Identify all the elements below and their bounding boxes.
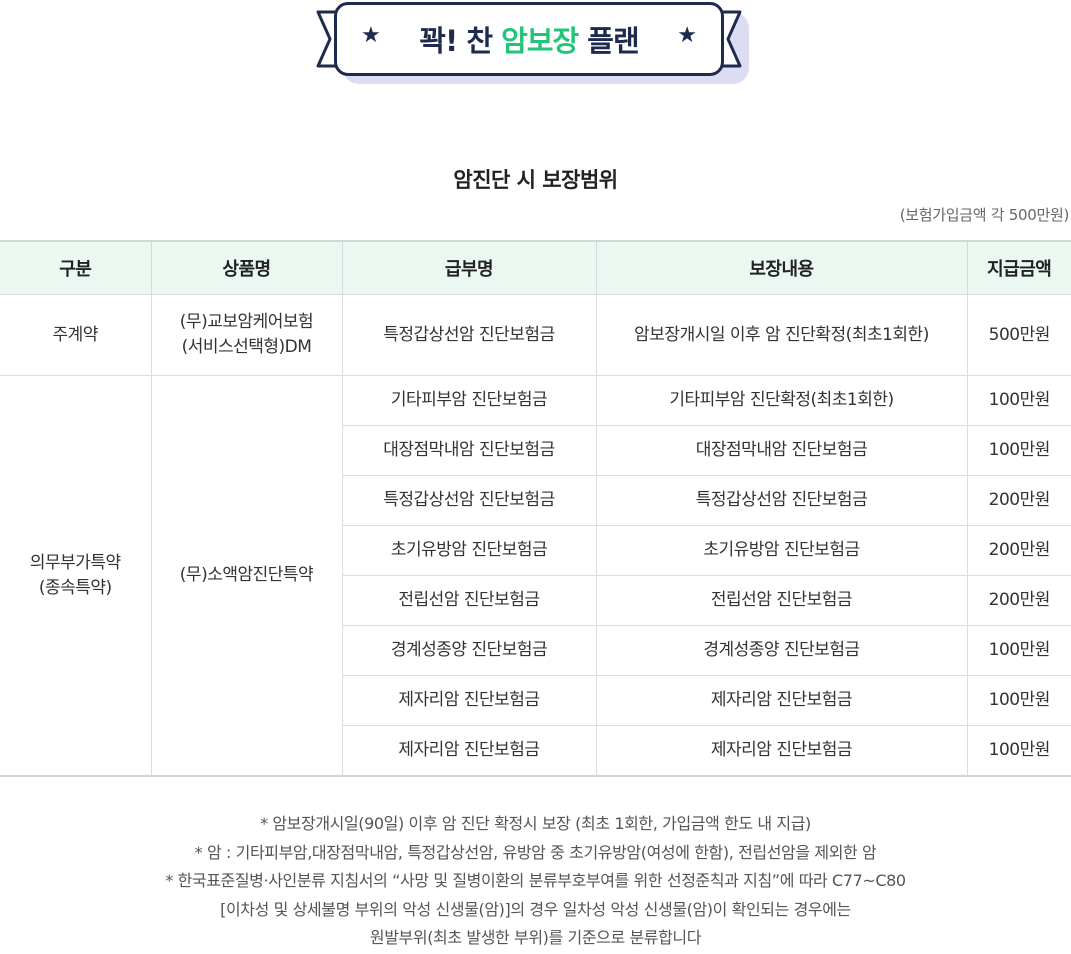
category-line: 의무부가특약 [29,552,121,573]
table-header-row: 구분 상품명 급부명 보장내용 지급금액 [0,240,1071,295]
table-row: 의무부가특약 (종속특약) (무)소액암진단특약 기타피부암 진단보험금 기타피부… [0,375,1071,777]
section-title: 암진단 시 보장범위 [453,168,618,192]
table-row: 초기유방암 진단보험금 초기유방암 진단보험금 200만원 [0,525,1071,576]
coverage-cell: 초기유방암 진단보험금 [595,525,967,576]
header-coverage: 보장내용 [595,240,967,295]
footnote-line: * 한국표준질병·사인분류 지침서의 “사망 및 질병이환의 분류부호부여를 위… [165,871,906,890]
benefit-cell: 경계성종양 진단보험금 [341,625,596,676]
benefit-cell: 제자리암 진단보험금 [341,675,596,726]
footnote-line: * 암보장개시일(90일) 이후 암 진단 확정시 보장 (최초 1회한, 가입… [260,814,811,833]
header-category: 구분 [0,240,151,295]
benefit-cell: 기타피부암 진단보험금 [341,375,596,426]
table-row: 주계약 (무)교보암케어보험 (서비스선택형)DM 특정갑상선암 진단보험금 암보… [0,294,1071,376]
amount-cell: 200만원 [966,525,1071,576]
category-cell: 주계약 [0,294,151,376]
coverage-cell: 제자리암 진단보험금 [595,675,967,726]
header-benefit: 급부명 [341,240,596,295]
benefit-cell: 대장점막내암 진단보험금 [341,425,596,476]
unit-note: (보험가입금액 각 500만원) [899,206,1070,224]
coverage-cell: 제자리암 진단보험금 [595,725,967,777]
amount-cell: 100만원 [966,675,1071,726]
benefit-cell: 전립선암 진단보험금 [341,575,596,626]
banner-title-part1: 꽉! 찬 [419,24,502,58]
banner-title-part2: 플랜 [578,24,639,58]
category-line: (종속특약) [38,577,112,598]
plan-banner: ★ 꽉! 찬 암보장 플랜 ★ [334,2,724,76]
amount-cell: 100만원 [966,425,1071,476]
product-cell: (무)소액암진단특약 [150,375,342,777]
benefit-cell: 제자리암 진단보험금 [341,725,596,777]
banner-title: 꽉! 찬 암보장 플랜 [419,18,639,60]
product-line: (서비스선택형)DM [181,337,312,357]
star-icon: ★ [677,23,697,48]
product-line: (무)교보암케어보험 [179,312,314,333]
footnote-line: 원발부위(최초 발생한 부위)를 기준으로 분류합니다 [369,928,702,947]
table-row: 경계성종양 진단보험금 경계성종양 진단보험금 100만원 [0,625,1071,676]
amount-cell: 100만원 [966,625,1071,676]
header-amount: 지급금액 [966,240,1071,295]
coverage-cell: 특정갑상선암 진단보험금 [595,475,967,526]
table-row: 전립선암 진단보험금 전립선암 진단보험금 200만원 [0,575,1071,626]
amount-cell: 100만원 [966,375,1071,426]
benefit-cell: 특정갑상선암 진단보험금 [341,294,596,376]
category-cell: 의무부가특약 (종속특약) [0,375,151,777]
coverage-cell: 경계성종양 진단보험금 [595,625,967,676]
coverage-table: 구분 상품명 급부명 보장내용 지급금액 주계약 (무)교보암케어보험 (서비스선… [0,240,1071,777]
benefit-cell: 초기유방암 진단보험금 [341,525,596,576]
product-cell: (무)교보암케어보험 (서비스선택형)DM [150,294,342,376]
amount-cell: 100만원 [966,725,1071,777]
amount-cell: 200만원 [966,575,1071,626]
benefit-cell: 특정갑상선암 진단보험금 [341,475,596,526]
banner-title-highlight: 암보장 [501,24,579,58]
amount-cell: 200만원 [966,475,1071,526]
table-row: 제자리암 진단보험금 제자리암 진단보험금 100만원 [0,675,1071,726]
header-product: 상품명 [150,240,342,295]
coverage-cell: 기타피부암 진단확정(최초1회한) [595,375,967,426]
table-row: 대장점막내암 진단보험금 대장점막내암 진단보험금 100만원 [0,425,1071,476]
amount-cell: 500만원 [966,294,1071,376]
coverage-cell: 암보장개시일 이후 암 진단확정(최초1회한) [595,294,967,376]
footnotes: * 암보장개시일(90일) 이후 암 진단 확정시 보장 (최초 1회한, 가입… [0,810,1071,953]
footnote-line: * 암 : 기타피부암,대장점막내암, 특정갑상선암, 유방암 중 초기유방암(… [194,842,877,862]
table-row: 특정갑상선암 진단보험금 특정갑상선암 진단보험금 200만원 [0,475,1071,526]
footnote-line: [이차성 및 상세불명 부위의 악성 신생물(암)]의 경우 일차성 악성 신생… [220,899,851,919]
star-icon: ★ [361,23,381,48]
coverage-cell: 대장점막내암 진단보험금 [595,425,967,476]
coverage-cell: 전립선암 진단보험금 [595,575,967,626]
table-row: 제자리암 진단보험금 제자리암 진단보험금 100만원 [0,725,1071,777]
